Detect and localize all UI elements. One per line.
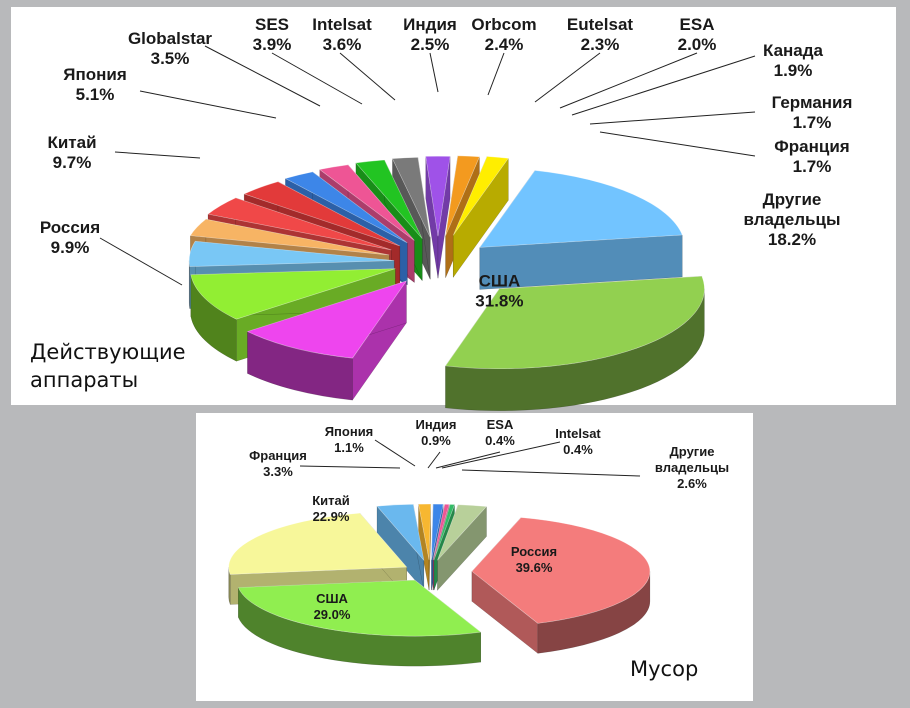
pie2-leader-6 [435,451,501,469]
pie2-slice-3 [376,503,425,591]
pie2-label-6: ESA 0.4% [485,417,515,448]
pie2-leader-7 [441,441,561,469]
pie-chart-1: США 31.8% Россия 9.9% Китай 9.7% Япония 5.1%Glo… [40,15,853,411]
chart1-caption: Действующие аппараты [30,338,186,394]
pie1-label-0: США 31.8% [475,272,523,311]
pie-chart-2: Россия 39.6% США 29.0% Китай 22.9%Франция 3.3%… [228,417,729,667]
pie2-slice-8 [437,504,488,591]
pie1-leader-5 [271,52,363,105]
pie1-leader-12 [589,111,756,125]
chart1-caption-line1: Действующие [30,340,186,364]
pie2-slice-0 [471,516,651,654]
pie2-label-0: Россия 39.6% [511,544,557,575]
pie1-label-4: Globalstar 3.5% [128,29,212,68]
pie2-leader-8 [461,469,641,477]
pie1-leader-1 [99,237,183,286]
pie1-label-11: Канада 1.9% [763,41,824,80]
chart1-caption-line2: аппараты [30,368,139,392]
pie1-leader-3 [139,90,277,119]
pie1-leader-2 [114,151,201,159]
pie1-leader-6 [339,52,396,101]
pie2-leader-4 [374,439,416,467]
pie2-slice-4 [418,503,432,591]
pie1-label-7: Индия 2.5% [403,15,457,54]
pie1-label-13: Франция 1.7% [774,137,849,176]
pie1-label-9: Eutelsat 2.3% [567,15,633,54]
pie2-label-7: Intelsat 0.4% [555,426,601,457]
pie1-label-14: Другие владельцы 18.2% [744,190,841,249]
pie1-label-10: ESA 2.0% [678,15,717,54]
pie1-leader-4 [204,45,321,107]
pie2-label-3: Франция 3.3% [249,448,307,479]
pie1-slice-1 [246,280,408,401]
pie1-label-8: Orbcom 2.4% [471,15,536,54]
pie2-label-5: Индия 0.9% [415,417,456,448]
pie1-label-3: Япония 5.1% [63,65,127,104]
pie1-slice-13 [452,156,509,279]
pie2-label-8: Другие владельцы 2.6% [655,444,729,491]
pie1-label-5: SES 3.9% [253,15,292,54]
pie1-label-1: Россия 9.9% [40,218,100,257]
pie2-label-4: Япония 1.1% [325,424,374,455]
pie1-leader-10 [559,52,698,109]
pie1-leader-9 [534,52,601,103]
pie2-label-1: США 29.0% [314,591,351,622]
pie1-label-12: Германия 1.7% [772,93,853,132]
pie1-leader-7 [429,52,439,93]
pie1-label-6: Intelsat 3.6% [312,15,372,54]
pie1-slice-0 [444,275,705,411]
pie1-slice-11 [425,155,451,279]
pie2-slice-1 [237,579,482,667]
pie2-leader-3 [299,465,401,469]
pie1-label-2: Китай 9.7% [47,133,96,172]
pie1-leader-11 [571,55,756,116]
pie1-leader-8 [487,52,505,96]
pie2-leader-5 [427,451,441,469]
pie1-leader-13 [599,131,756,157]
chart2-caption: Мусор [630,657,699,681]
pie2-label-2: Китай 22.9% [312,493,350,524]
pie1-slice-14 [479,169,683,291]
